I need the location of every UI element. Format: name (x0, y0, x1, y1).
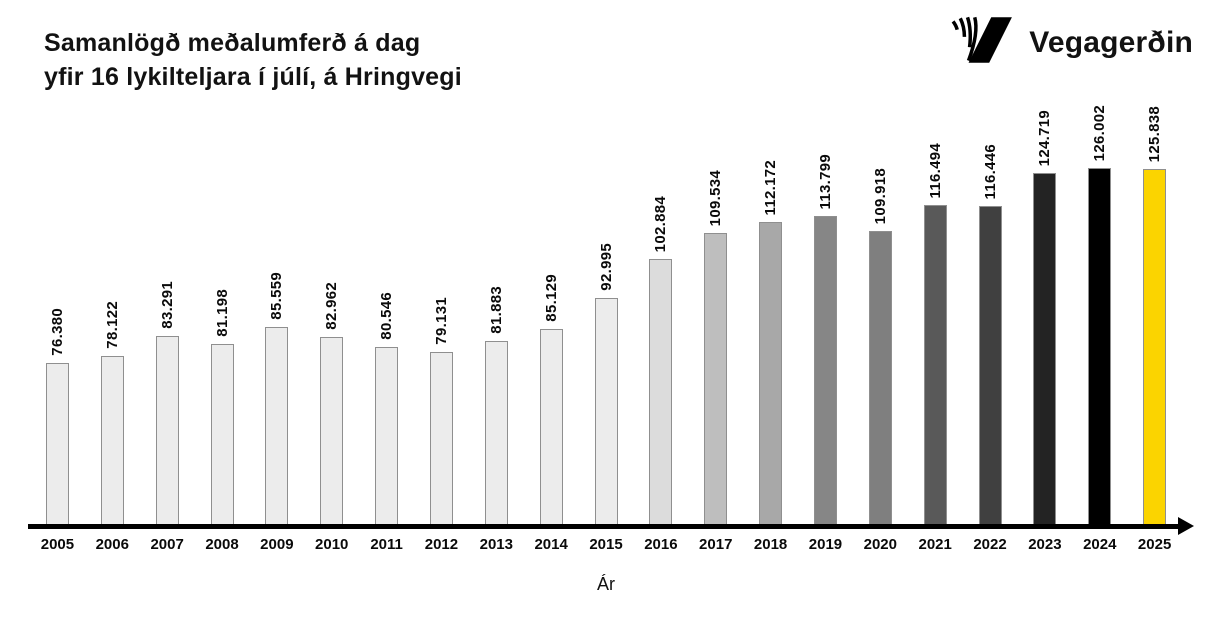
chart-title-line1: Samanlögð meðalumferð á dag (44, 29, 421, 57)
year-label: 2010 (315, 536, 349, 553)
bar-slot-2015: 92.995 (579, 95, 634, 527)
bar-slot-2017: 109.534 (688, 95, 743, 527)
bar-2016 (649, 259, 673, 527)
bar-2012 (429, 352, 453, 527)
chart-title: Samanlögð meðalumferð á dag yfir 16 lyki… (44, 26, 462, 94)
bar-slot-2025: 125.838 (1127, 95, 1182, 527)
bar-value-label: 126.002 (1091, 104, 1109, 161)
bar-slot-2016: 102.884 (633, 95, 688, 527)
vegagerdin-logo-text: Vegagerðin (1029, 25, 1193, 59)
bar-value-label: 116.446 (981, 143, 999, 200)
year-label: 2025 (1137, 536, 1172, 553)
bar-slot-2014: 85.129 (524, 95, 579, 527)
bar-2021 (923, 205, 947, 527)
bar-value-label: 82.962 (323, 282, 341, 330)
year-label: 2014 (534, 536, 568, 553)
bar-value-label: 113.799 (816, 153, 834, 210)
year-label: 2006 (95, 536, 129, 553)
year-label: 2016 (644, 536, 678, 553)
vegagerdin-logo-icon (951, 16, 1015, 69)
bar-2015 (594, 298, 618, 527)
bar-value-label: 109.918 (871, 167, 889, 224)
bar-slot-2012: 79.131 (414, 95, 469, 527)
bar-slot-2009: 85.559 (249, 95, 304, 527)
year-label: 2018 (753, 536, 788, 553)
year-label: 2013 (479, 536, 513, 553)
year-label: 2022 (973, 536, 1007, 553)
bar-2019 (813, 216, 837, 527)
bar-2006 (100, 356, 124, 527)
bar-slot-2019: 113.799 (798, 95, 853, 527)
year-label: 2011 (370, 536, 403, 553)
bar-2017 (704, 233, 728, 527)
x-axis-tick-labels: 2005 2006 2007 2008 2009 2010 2011 2012 2013 2014… (30, 536, 1182, 553)
year-label: 2015 (589, 536, 623, 553)
bar-2013 (484, 341, 508, 527)
bar-value-label: 81.198 (213, 289, 231, 337)
year-label: 2020 (863, 536, 897, 553)
bar-2008 (210, 344, 234, 527)
bar-slot-2005: 76.380 (30, 95, 85, 527)
bar-value-label: 78.122 (103, 301, 121, 349)
vegagerdin-logo: Vegagerðin (951, 16, 1193, 69)
year-label: 2008 (205, 536, 239, 553)
bar-slot-2020: 109.918 (853, 95, 908, 527)
bar-2018 (759, 222, 783, 527)
bars-row: 76.380 78.122 83.291 81.198 85.559 82.962 80.5… (30, 95, 1182, 527)
bar-value-label: 112.172 (762, 159, 780, 216)
bar-slot-2021: 116.494 (908, 95, 963, 527)
year-label: 2024 (1083, 536, 1117, 553)
bar-slot-2007: 83.291 (140, 95, 195, 527)
bar-slot-2018: 112.172 (743, 95, 798, 527)
year-label: 2017 (699, 536, 733, 553)
bar-value-label: 92.995 (597, 243, 615, 291)
bar-slot-2010: 82.962 (304, 95, 359, 527)
bar-2020 (868, 231, 892, 527)
bar-slot-2024: 126.002 (1072, 95, 1127, 527)
bar-2007 (155, 336, 179, 527)
bar-slot-2008: 81.198 (195, 95, 250, 527)
bar-2009 (265, 327, 289, 527)
year-label: 2019 (808, 536, 843, 553)
bar-slot-2006: 78.122 (85, 95, 140, 527)
year-label: 2021 (918, 536, 952, 553)
bar-2011 (375, 347, 399, 527)
bar-2022 (978, 206, 1002, 527)
bar-2024 (1088, 168, 1112, 527)
x-axis-arrow-icon (1178, 517, 1194, 535)
bar-value-label: 81.883 (487, 286, 505, 334)
bar-value-label: 109.534 (707, 169, 725, 226)
bar-slot-2022: 116.446 (963, 95, 1018, 527)
bar-value-label: 116.494 (926, 142, 944, 199)
bar-value-label: 80.546 (378, 292, 396, 340)
bar-slot-2023: 124.719 (1017, 95, 1072, 527)
x-axis-line (28, 524, 1181, 529)
bar-2005 (45, 363, 69, 527)
bar-value-label: 85.559 (268, 272, 286, 320)
year-label: 2023 (1028, 536, 1062, 553)
bar-value-label: 125.838 (1146, 105, 1164, 162)
year-label: 2005 (40, 536, 75, 553)
year-label: 2012 (424, 536, 459, 553)
bar-2025 (1143, 169, 1167, 527)
bar-value-label: 79.131 (432, 297, 450, 345)
bar-2023 (1033, 173, 1057, 527)
x-axis-title: Ár (597, 574, 615, 594)
bar-value-label: 85.129 (542, 274, 560, 322)
bar-2010 (320, 337, 344, 527)
chart-title-line2: yfir 16 lykilteljara í júlí, á Hringvegi (44, 63, 462, 91)
bar-value-label: 83.291 (158, 281, 176, 329)
bar-value-label: 102.884 (652, 195, 670, 252)
year-label: 2009 (260, 536, 294, 553)
bar-2014 (539, 329, 563, 527)
year-label: 2007 (150, 536, 184, 553)
bar-value-label: 124.719 (1036, 109, 1054, 166)
bar-slot-2011: 80.546 (359, 95, 414, 527)
bar-slot-2013: 81.883 (469, 95, 524, 527)
bar-value-label: 76.380 (48, 308, 66, 356)
